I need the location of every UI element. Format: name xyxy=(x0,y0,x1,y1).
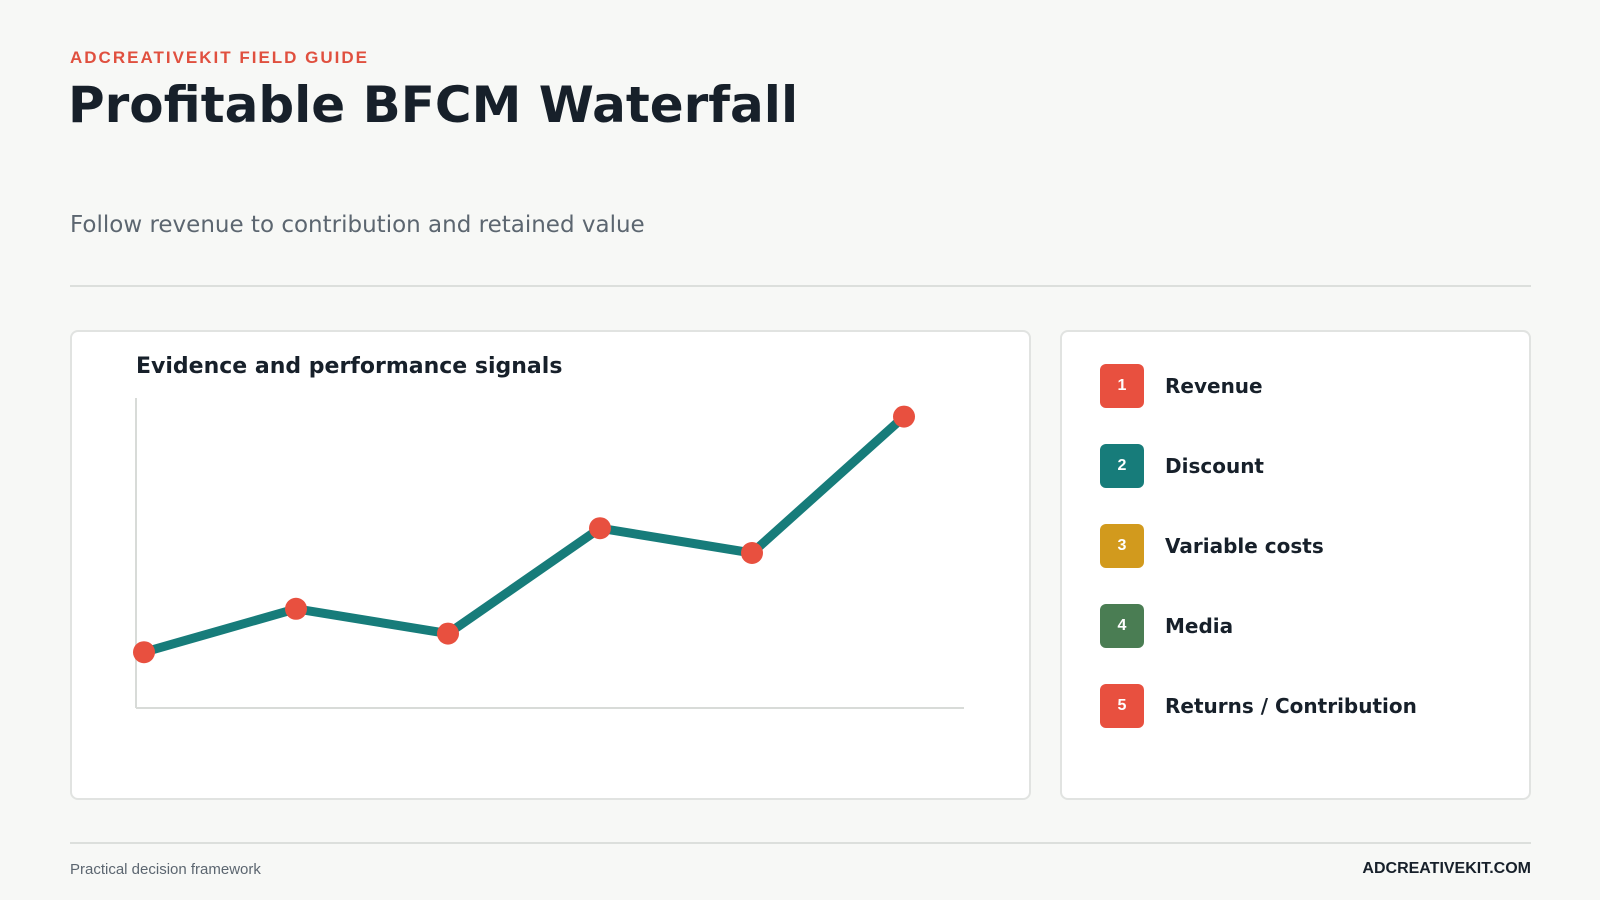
page-title: Profitable BFCM Waterfall xyxy=(68,76,799,134)
data-point-6 xyxy=(893,405,915,428)
footer-tagline: Practical decision framework xyxy=(70,861,261,878)
legend-item: 3 Variable costs xyxy=(1100,524,1417,568)
chart-card: Evidence and performance signals xyxy=(70,330,1031,800)
legend-item: 2 Discount xyxy=(1100,444,1417,488)
legend-number-badge: 1 xyxy=(1100,364,1144,408)
data-point-4 xyxy=(589,517,611,540)
page-subtitle: Follow revenue to contribution and retai… xyxy=(70,212,645,238)
footer-brand: ADCREATIVEKIT.COM xyxy=(1362,860,1531,877)
legend-label: Revenue xyxy=(1165,374,1263,398)
data-point-5 xyxy=(741,542,763,564)
legend-label: Discount xyxy=(1165,454,1264,478)
legend-card: 1 Revenue 2 Discount 3 Variable costs 4 Media 5 R… xyxy=(1060,330,1531,800)
legend-number-badge: 2 xyxy=(1100,444,1144,488)
data-point-2 xyxy=(285,597,307,620)
data-point-3 xyxy=(437,622,459,645)
header-divider xyxy=(70,285,1531,287)
legend-number-badge: 3 xyxy=(1100,524,1144,568)
legend-item: 5 Returns / Contribution xyxy=(1100,684,1417,728)
legend-label: Variable costs xyxy=(1165,534,1324,558)
eyebrow-label: ADCREATIVEKIT FIELD GUIDE xyxy=(70,48,370,67)
legend-label: Returns / Contribution xyxy=(1165,694,1417,718)
legend-label: Media xyxy=(1165,614,1234,638)
legend-number-badge: 5 xyxy=(1100,684,1144,728)
data-points xyxy=(133,405,915,664)
legend-number-badge: 4 xyxy=(1100,604,1144,648)
footer-divider xyxy=(70,842,1531,844)
legend-item: 4 Media xyxy=(1100,604,1417,648)
chart-title: Evidence and performance signals xyxy=(136,354,563,379)
legend-item: 1 Revenue xyxy=(1100,364,1417,408)
data-point-1 xyxy=(133,641,155,664)
legend-list: 1 Revenue 2 Discount 3 Variable costs 4 Media 5 R… xyxy=(1100,364,1417,764)
line-chart xyxy=(133,398,964,709)
series-line xyxy=(139,412,909,657)
